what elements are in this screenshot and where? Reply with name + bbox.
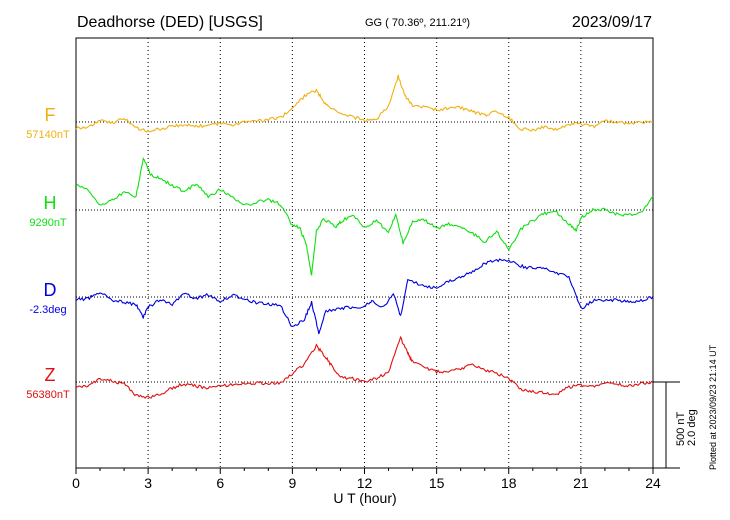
x-tick-label: 6	[216, 475, 224, 491]
series-layer: F 57140nT H 9290nT D -2.3deg Z 56380nT	[26, 74, 654, 401]
scale-nt-label: 500 nT	[675, 411, 687, 446]
x-tick-label: 0	[72, 475, 80, 491]
grid	[147, 38, 582, 468]
series-d-baseline-label: -2.3deg	[29, 304, 66, 316]
x-tick-label: 9	[288, 475, 296, 491]
series-d-line	[75, 258, 654, 335]
series-h-baseline-label: 9290nT	[29, 217, 67, 229]
series-d-name: D	[44, 280, 57, 300]
x-axis-label: U T (hour)	[333, 490, 396, 506]
series-f-line	[75, 74, 654, 133]
series-h-line	[75, 157, 654, 276]
series-f-name: F	[45, 105, 56, 125]
x-tick-label: 21	[573, 475, 589, 491]
series-f-baseline-label: 57140nT	[26, 129, 70, 141]
station-title: Deadhorse (DED) [USGS]	[77, 14, 263, 31]
x-tick-label: 12	[357, 475, 373, 491]
scale-deg-label: 2.0 deg	[686, 409, 698, 446]
series-h-name: H	[44, 193, 57, 213]
coordinates-label: GG ( 70.36º, 211.21º)	[365, 17, 470, 29]
series-z-line	[76, 335, 654, 399]
x-tick-label: 3	[144, 475, 152, 491]
series-z-name: Z	[45, 365, 56, 385]
series-z-baseline-label: 56380nT	[26, 389, 70, 401]
x-tick-label: 18	[501, 475, 517, 491]
x-axis: 0 3 6 9 12 15 18 21 24	[72, 468, 661, 491]
x-tick-label: 24	[645, 475, 661, 491]
plotted-note: Plotted at 2023/09/23 21:14 UT	[708, 344, 718, 470]
scale-bar: 500 nT 2.0 deg	[653, 381, 698, 469]
x-tick-label: 15	[429, 475, 445, 491]
date-label: 2023/09/17	[572, 14, 652, 31]
